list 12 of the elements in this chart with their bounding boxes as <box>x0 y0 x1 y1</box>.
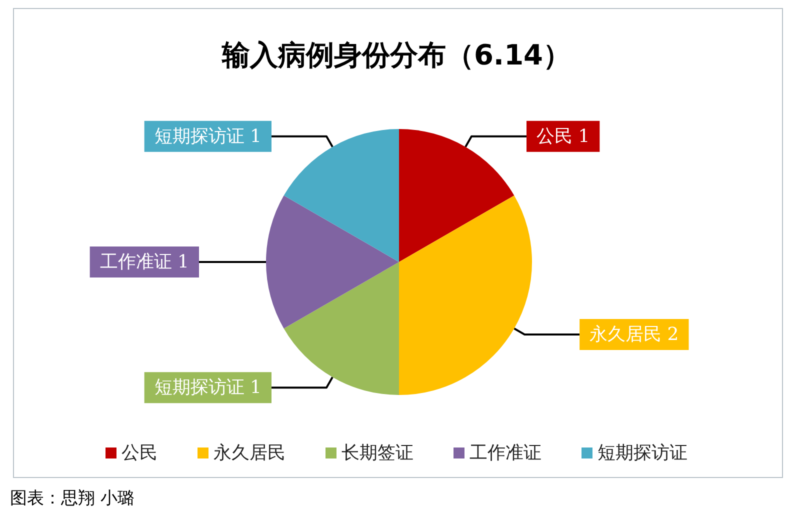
legend-label: 长期签证 <box>342 442 414 464</box>
legend-label: 短期探访证 <box>598 442 688 464</box>
chart-title: 输入病例身份分布（6.14） <box>220 38 572 72</box>
data-label: 工作准证 1 <box>100 252 189 272</box>
data-label: 公民 1 <box>536 126 590 147</box>
legend-label: 永久居民 <box>214 442 286 464</box>
text: 图表：思翔 小璐 <box>10 488 134 508</box>
legend-label: 公民 <box>122 442 158 464</box>
data-label: 短期探访证 1 <box>154 377 262 398</box>
legend-label: 工作准证 <box>470 442 542 464</box>
data-label: 永久居民 2 <box>590 324 679 345</box>
data-label: 短期探访证 1 <box>154 126 262 147</box>
